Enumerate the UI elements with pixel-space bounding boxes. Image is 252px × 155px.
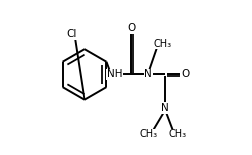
Text: CH₃: CH₃ (168, 129, 186, 139)
Text: O: O (181, 69, 189, 79)
Text: CH₃: CH₃ (153, 39, 171, 49)
Text: O: O (127, 23, 136, 33)
Text: CH₃: CH₃ (139, 129, 157, 139)
Text: N: N (161, 103, 169, 113)
Text: N: N (144, 69, 152, 79)
Text: NH: NH (107, 69, 122, 79)
Text: Cl: Cl (66, 29, 77, 40)
